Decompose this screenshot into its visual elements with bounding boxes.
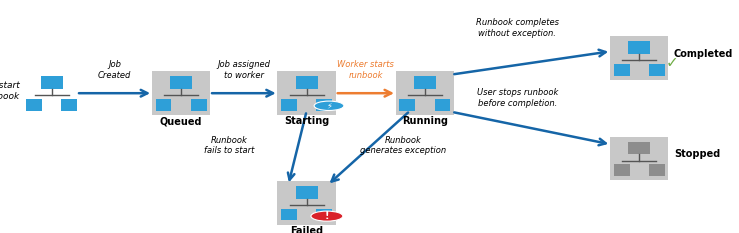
FancyBboxPatch shape <box>151 71 211 115</box>
Text: Running: Running <box>402 116 448 126</box>
Text: User stops runbook
before completion.: User stops runbook before completion. <box>477 88 558 108</box>
Bar <box>296 76 318 89</box>
Bar <box>613 164 630 176</box>
Text: Runbook completes
without exception.: Runbook completes without exception. <box>476 18 559 38</box>
Bar <box>435 99 451 111</box>
Bar <box>414 76 436 89</box>
Bar <box>649 64 665 76</box>
Bar <box>316 209 333 220</box>
Bar <box>61 99 78 111</box>
Bar <box>191 99 207 111</box>
FancyBboxPatch shape <box>277 71 336 115</box>
Bar <box>399 99 415 111</box>
FancyBboxPatch shape <box>395 71 454 115</box>
Bar <box>281 209 297 220</box>
Text: Worker starts
runbook: Worker starts runbook <box>338 60 394 80</box>
Text: Stopped: Stopped <box>674 149 720 159</box>
Text: Runbook
generates exception: Runbook generates exception <box>360 136 446 155</box>
Bar <box>281 99 297 111</box>
Text: ✓: ✓ <box>666 55 678 70</box>
Bar <box>628 142 650 154</box>
Bar <box>649 164 665 176</box>
Text: Completed: Completed <box>674 49 733 58</box>
Text: Failed: Failed <box>290 226 323 233</box>
FancyBboxPatch shape <box>277 181 336 225</box>
Text: Request to start
runbook: Request to start runbook <box>0 81 20 101</box>
Text: !: ! <box>324 211 329 221</box>
Bar <box>316 99 333 111</box>
Bar <box>26 99 42 111</box>
Bar <box>296 186 318 199</box>
FancyBboxPatch shape <box>610 36 669 80</box>
Text: Job assigned
to worker: Job assigned to worker <box>217 60 270 80</box>
Circle shape <box>314 101 344 110</box>
Text: ⚡: ⚡ <box>326 101 332 110</box>
Bar <box>613 64 630 76</box>
Bar <box>155 99 171 111</box>
FancyBboxPatch shape <box>610 137 669 180</box>
Bar <box>41 76 63 89</box>
Bar <box>170 76 192 89</box>
Circle shape <box>311 211 343 221</box>
Text: Queued: Queued <box>160 116 202 126</box>
Bar <box>628 41 650 54</box>
Text: Starting: Starting <box>284 116 330 126</box>
Text: Job
Created: Job Created <box>98 60 132 80</box>
Text: Runbook
fails to start: Runbook fails to start <box>204 136 254 155</box>
